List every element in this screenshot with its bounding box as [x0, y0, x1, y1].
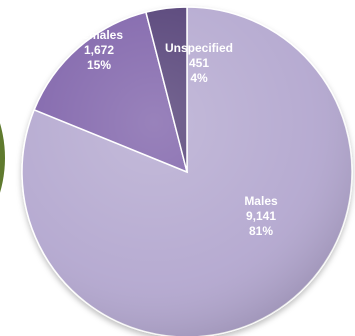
- slice-value-females: 1,672: [84, 43, 114, 57]
- slice-value-unspecified: 451: [189, 56, 209, 70]
- slice-percent-females: 15%: [87, 58, 111, 72]
- slice-name-unspecified: Unspecified: [165, 41, 233, 55]
- pie-labels: Males 9,141 81%Females 1,672 15%Unspecified 4…: [75, 28, 278, 238]
- slice-percent-unspecified: 4%: [190, 71, 208, 85]
- slice-label-females: Females 1,672 15%: [75, 28, 123, 72]
- slice-value-males: 9,141: [246, 209, 276, 223]
- slice-label-unspecified: Unspecified 451 4%: [165, 41, 233, 85]
- pie-slices: [21, 6, 353, 336]
- edge-circle: [0, 123, 5, 193]
- slice-name-males: Males: [244, 194, 278, 208]
- slice-name-females: Females: [75, 28, 123, 42]
- slice-label-males: Males 9,141 81%: [244, 194, 278, 238]
- slice-percent-males: 81%: [249, 224, 273, 238]
